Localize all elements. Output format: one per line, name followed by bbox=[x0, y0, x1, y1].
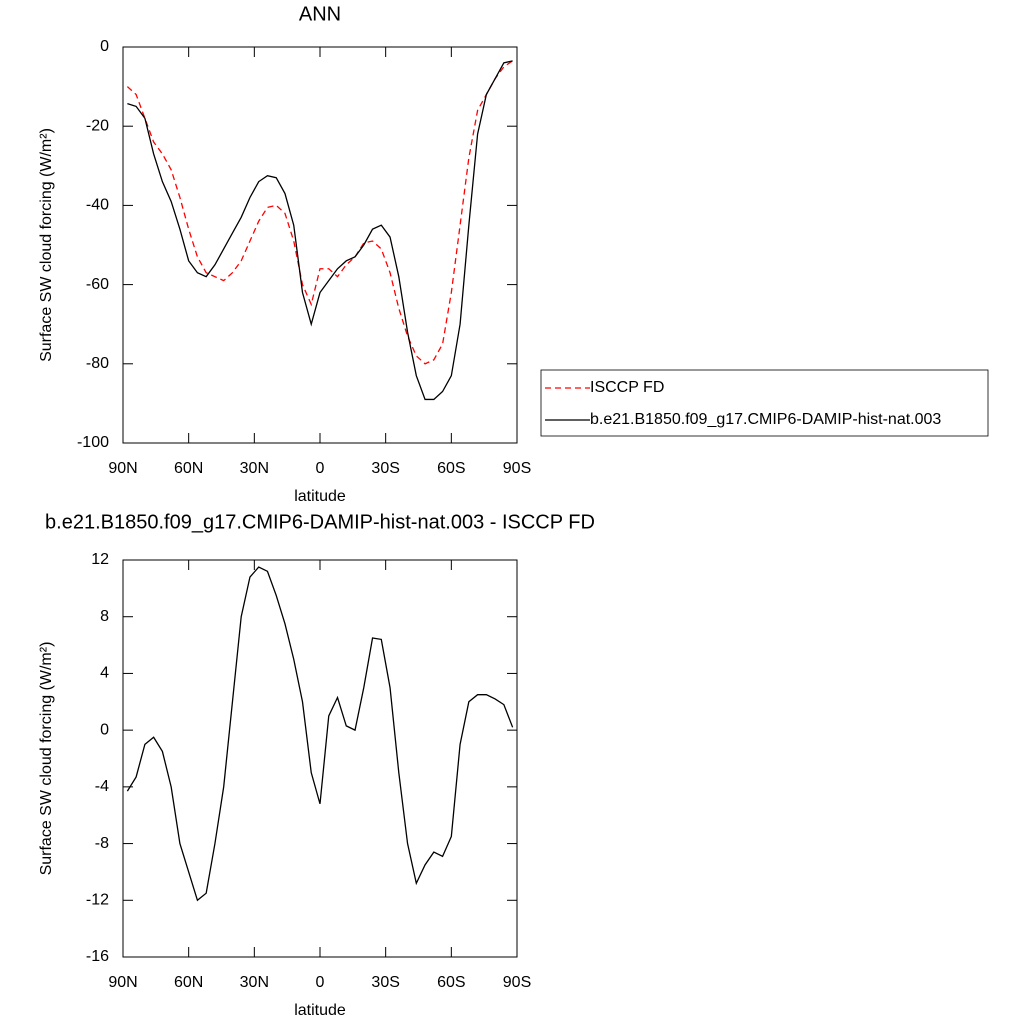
y-tick-label: 0 bbox=[100, 38, 109, 55]
x-tick-label: 60N bbox=[174, 974, 203, 991]
x-tick-label: 30N bbox=[240, 974, 269, 991]
y-axis-label: Surface SW cloud forcing (W/m²) bbox=[38, 128, 55, 362]
x-tick-label: 90S bbox=[503, 460, 531, 477]
y-axis-label: Surface SW cloud forcing (W/m²) bbox=[38, 642, 55, 876]
x-tick-label: 90N bbox=[108, 460, 137, 477]
x-tick-label: 30S bbox=[371, 974, 399, 991]
y-tick-label: -60 bbox=[86, 276, 109, 293]
legend-label: ISCCP FD bbox=[590, 379, 664, 396]
y-tick-label: -80 bbox=[86, 355, 109, 372]
x-tick-label: 0 bbox=[316, 974, 325, 991]
y-tick-label: 12 bbox=[91, 551, 109, 568]
y-tick-label: 8 bbox=[100, 608, 109, 625]
data-line bbox=[126, 60, 513, 365]
legend-label: b.e21.B1850.f09_g17.CMIP6-DAMIP-hist-nat… bbox=[590, 411, 941, 428]
legend-box bbox=[540, 369, 989, 437]
y-tick-label: 4 bbox=[100, 665, 109, 682]
y-tick-label: -16 bbox=[86, 948, 109, 965]
y-tick-label: -100 bbox=[77, 434, 109, 451]
x-tick-label: 60S bbox=[437, 460, 465, 477]
x-tick-label: 30N bbox=[240, 460, 269, 477]
x-tick-label: 30S bbox=[371, 460, 399, 477]
y-tick-label: -12 bbox=[86, 892, 109, 909]
plot-frame bbox=[122, 46, 518, 444]
x-tick-label: 90N bbox=[108, 974, 137, 991]
y-tick-label: -4 bbox=[95, 778, 109, 795]
y-tick-label: -20 bbox=[86, 117, 109, 134]
plot-frame bbox=[122, 559, 518, 958]
y-tick-label: -8 bbox=[95, 835, 109, 852]
x-axis-label: latitude bbox=[294, 1002, 346, 1019]
x-tick-label: 60N bbox=[174, 460, 203, 477]
x-tick-label: 90S bbox=[503, 974, 531, 991]
x-tick-label: 60S bbox=[437, 974, 465, 991]
data-line bbox=[127, 60, 513, 401]
y-tick-label: 0 bbox=[100, 721, 109, 738]
x-axis-label: latitude bbox=[294, 488, 346, 505]
chart-title: b.e21.B1850.f09_g17.CMIP6-DAMIP-hist-nat… bbox=[45, 511, 595, 533]
chart-title: ANN bbox=[299, 3, 341, 25]
x-tick-label: 0 bbox=[316, 460, 325, 477]
data-line bbox=[126, 566, 514, 902]
y-tick-label: -40 bbox=[86, 197, 109, 214]
